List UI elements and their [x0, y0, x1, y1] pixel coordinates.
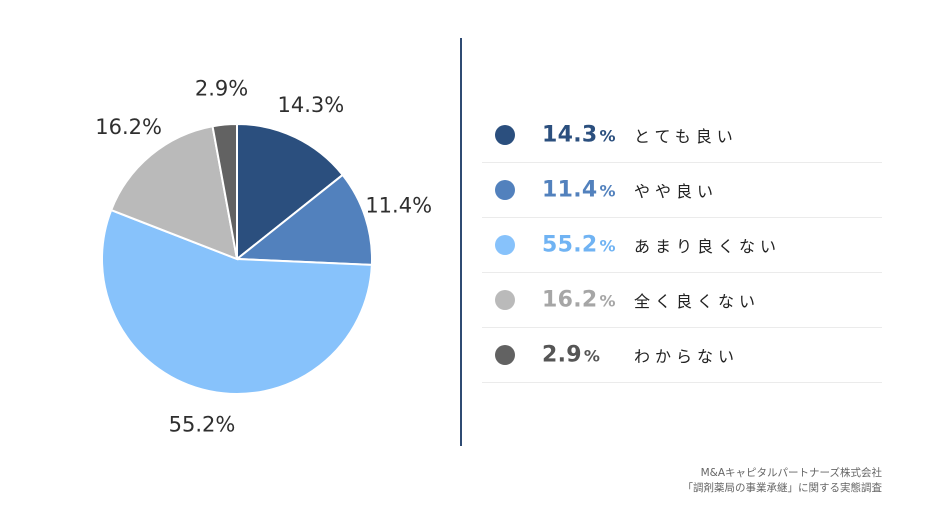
divider-line	[460, 38, 462, 446]
legend-value-unit: %	[599, 236, 616, 256]
legend-value: 55.2%	[542, 233, 616, 258]
pie-chart: 14.3% 11.4% 55.2% 16.2% 2.9%	[95, 77, 432, 437]
source-survey: 「調剤薬局の事業承継」に関する実態調査	[682, 482, 883, 494]
pie-data-label-5: 2.9%	[195, 77, 248, 101]
legend-value-unit: %	[599, 126, 616, 146]
legend-label: とても良い	[634, 127, 738, 146]
legend-value-number: 14.3	[542, 122, 598, 148]
legend-label: やや良い	[634, 182, 719, 201]
legend-swatch-icon	[495, 290, 515, 310]
legend-value-number: 11.4	[542, 177, 598, 203]
legend-label: 全く良くない	[634, 292, 761, 311]
legend-item-5: 2.9% わからない	[482, 328, 882, 383]
source-note: M&Aキャピタルパートナーズ株式会社 「調剤薬局の事業承継」に関する実態調査	[683, 466, 883, 496]
legend-value-unit: %	[599, 181, 616, 201]
pie-data-label-3: 55.2%	[169, 412, 236, 436]
pie-data-label-4: 16.2%	[95, 115, 162, 139]
pie-slice-5	[211, 122, 238, 260]
legend-value: 2.9%	[542, 343, 600, 368]
legend-value-unit: %	[583, 346, 601, 366]
legend-swatch-icon	[495, 345, 515, 365]
legend-item-3: 55.2% あまり良くない	[482, 218, 882, 273]
legend-value-number: 55.2	[542, 232, 598, 258]
pie-slice-1	[236, 122, 345, 262]
legend-value-number: 2.9	[542, 342, 582, 368]
pie-slice-3	[101, 208, 373, 395]
legend-value: 11.4%	[542, 178, 616, 203]
legend-swatch-icon	[495, 235, 515, 255]
legend-value-unit: %	[599, 291, 616, 311]
legend-value: 16.2%	[542, 288, 616, 313]
pie-data-label-1: 14.3%	[277, 93, 344, 117]
pie-slice-4	[109, 125, 239, 261]
source-company: M&Aキャピタルパートナーズ株式会社	[700, 467, 882, 479]
legend-swatch-icon	[495, 125, 515, 145]
legend-value: 14.3%	[542, 123, 616, 148]
legend-label: わからない	[634, 347, 740, 366]
pie-data-label-2: 11.4%	[365, 193, 432, 217]
pie-slice-2	[234, 173, 373, 266]
legend-label: あまり良くない	[634, 237, 782, 256]
legend-swatch-icon	[495, 180, 515, 200]
legend-item-2: 11.4% やや良い	[482, 163, 882, 218]
legend: 14.3% とても良い 11.4% やや良い 55.2% あまり良くない 16.2% 全く良く…	[482, 108, 882, 383]
legend-item-1: 14.3% とても良い	[482, 108, 882, 163]
legend-value-number: 16.2	[542, 287, 598, 313]
legend-item-4: 16.2% 全く良くない	[482, 273, 882, 328]
